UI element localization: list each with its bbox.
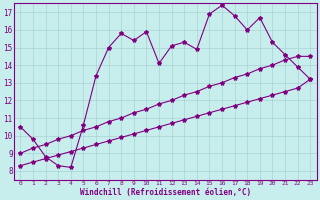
X-axis label: Windchill (Refroidissement éolien,°C): Windchill (Refroidissement éolien,°C): [80, 188, 251, 197]
